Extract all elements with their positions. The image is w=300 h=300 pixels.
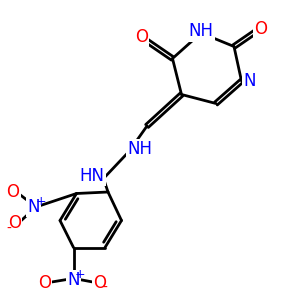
Text: O: O: [135, 28, 148, 46]
Text: +: +: [35, 195, 46, 208]
Text: O: O: [8, 214, 21, 232]
Text: O: O: [38, 274, 51, 292]
Text: O: O: [93, 274, 106, 292]
Text: +: +: [74, 268, 85, 281]
Text: -: -: [7, 222, 11, 236]
Text: -: -: [103, 280, 107, 294]
Text: O: O: [254, 20, 267, 38]
Text: N: N: [244, 72, 256, 90]
Text: NH: NH: [127, 140, 152, 158]
Text: N: N: [27, 198, 40, 216]
Text: NH: NH: [188, 22, 214, 40]
Text: O: O: [6, 183, 20, 201]
Text: N: N: [67, 271, 80, 289]
Text: HN: HN: [80, 167, 105, 185]
